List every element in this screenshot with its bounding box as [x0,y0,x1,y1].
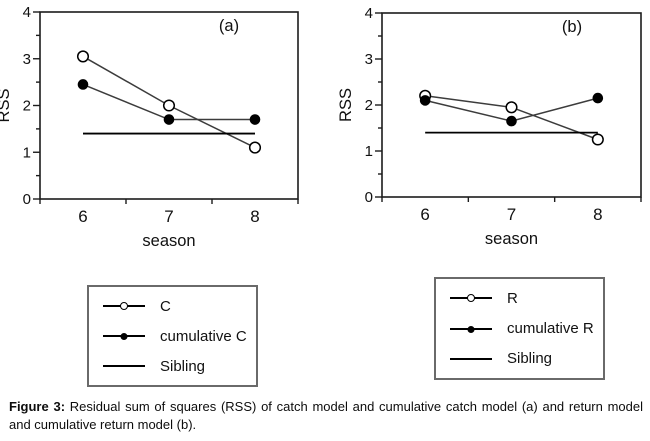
filled-circle-marker [419,95,431,106]
svg-text:7: 7 [164,207,173,226]
filled-circle-marker [163,114,175,125]
line-marker [450,357,492,360]
chart-panel-b: 0 1 2 3 4 RSS 6 7 8 season (b) [337,5,642,248]
panel-label: (a) [219,17,239,35]
y-axis: 0 1 2 3 4 RSS [0,4,40,208]
x-axis: 6 7 8 season [39,199,299,250]
caption-text: Residual sum of squares (RSS) of catch m… [9,399,644,432]
svg-text:3: 3 [23,51,31,68]
x-axis: 6 7 8 season [381,197,642,248]
svg-text:8: 8 [250,207,259,226]
svg-text:7: 7 [507,205,516,224]
legend-item: R [450,287,603,309]
legend-label: cumulative R [507,320,594,337]
x-axis-title: season [142,232,195,250]
line-marker [103,365,145,367]
legend-label: Sibling [160,357,206,375]
svg-text:4: 4 [23,4,31,21]
open-circle-marker [591,133,604,146]
legend-item: C [103,295,256,317]
caption-label: Figure 3: [9,399,66,414]
svg-text:0: 0 [23,191,31,208]
legend-label: cumulative C [160,327,247,345]
svg-text:1: 1 [23,144,31,161]
svg-text:6: 6 [78,207,87,226]
svg-text:2: 2 [23,98,31,115]
legend-item: cumulative C [103,325,256,347]
legend-b: R cumulative R Sibling [434,277,605,380]
panel-label: (b) [562,18,582,36]
open-circle-marker [103,305,145,307]
legend-label: R [507,289,518,307]
filled-circle-marker [506,115,517,127]
filled-circle-marker [592,92,604,104]
open-circle-marker [248,141,262,154]
legend-label: C [160,297,171,315]
chart-panel-a: 0 1 2 3 4 RSS 6 7 8 season (a) [0,4,299,250]
legend-a: C cumulative C Sibling [87,285,258,387]
svg-text:0: 0 [365,189,373,206]
open-circle-marker [450,297,492,300]
svg-text:6: 6 [420,205,429,224]
open-circle-marker [505,101,518,114]
y-axis: 0 1 2 3 4 RSS [337,5,382,206]
legend-label: Sibling [507,350,553,368]
filled-circle-marker [103,335,145,337]
x-axis-title: season [485,230,538,248]
svg-text:8: 8 [593,205,602,224]
figure-caption: Figure 3: Residual sum of squares (RSS) … [9,398,643,433]
y-axis-title: RSS [0,89,13,123]
svg-text:1: 1 [365,143,373,160]
y-axis-title: RSS [337,88,355,122]
svg-text:3: 3 [365,51,373,68]
legend-item: cumulative R [450,318,603,340]
svg-text:4: 4 [365,5,373,22]
legend-item: Sibling [103,355,256,377]
filled-circle-marker [249,114,261,125]
filled-circle-marker [77,79,89,90]
open-circle-marker [162,99,176,112]
open-circle-marker [76,50,90,63]
legend-item: Sibling [450,348,603,370]
svg-text:2: 2 [365,97,373,114]
filled-circle-marker [450,327,492,330]
